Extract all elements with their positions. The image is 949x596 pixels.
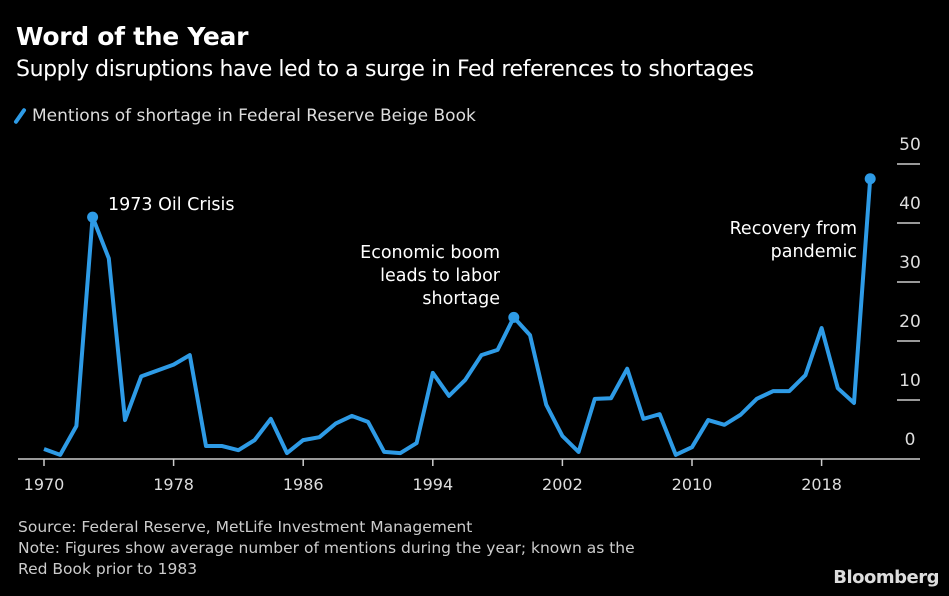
series-line [43, 178, 873, 457]
annotation-marker [508, 311, 520, 323]
annotation-marker [87, 211, 99, 223]
y-tick-label: 0 [905, 430, 916, 450]
x-tick-label: 2002 [542, 475, 583, 494]
annotation-economic-boom: shortage [422, 289, 500, 309]
source-text: Source: Federal Reserve, MetLife Investm… [18, 518, 473, 536]
annotation-oil-crisis: 1973 Oil Crisis [108, 195, 235, 215]
bloomberg-logo: Bloomberg [833, 567, 939, 588]
y-tick-label: 50 [899, 135, 921, 155]
x-tick-label: 1970 [24, 475, 65, 494]
x-tick-label: 2018 [801, 475, 842, 494]
note-text-1: Note: Figures show average number of men… [18, 539, 635, 557]
annotation-pandemic-recovery: Recovery from [730, 219, 857, 239]
y-tick-label: 20 [899, 312, 921, 332]
annotation-pandemic-recovery: pandemic [771, 242, 857, 262]
legend: Mentions of shortage in Federal Reserve … [13, 106, 476, 126]
chart-title: Word of the Year [16, 22, 249, 51]
legend-label: Mentions of shortage in Federal Reserve … [32, 106, 476, 126]
chart-subtitle: Supply disruptions have led to a surge i… [16, 57, 754, 82]
y-tick-label: 30 [899, 253, 921, 273]
annotation-economic-boom: Economic boom [360, 243, 500, 263]
annotation-marker [864, 173, 876, 185]
x-tick-label: 1994 [412, 475, 453, 494]
y-tick-label: 40 [899, 194, 921, 214]
note-text-2: Red Book prior to 1983 [18, 560, 198, 578]
annotation-economic-boom: leads to labor [380, 266, 501, 286]
x-tick-label: 2010 [672, 475, 713, 494]
x-tick-label: 1986 [283, 475, 324, 494]
y-tick-label: 10 [899, 371, 921, 391]
x-tick-label: 1978 [153, 475, 194, 494]
